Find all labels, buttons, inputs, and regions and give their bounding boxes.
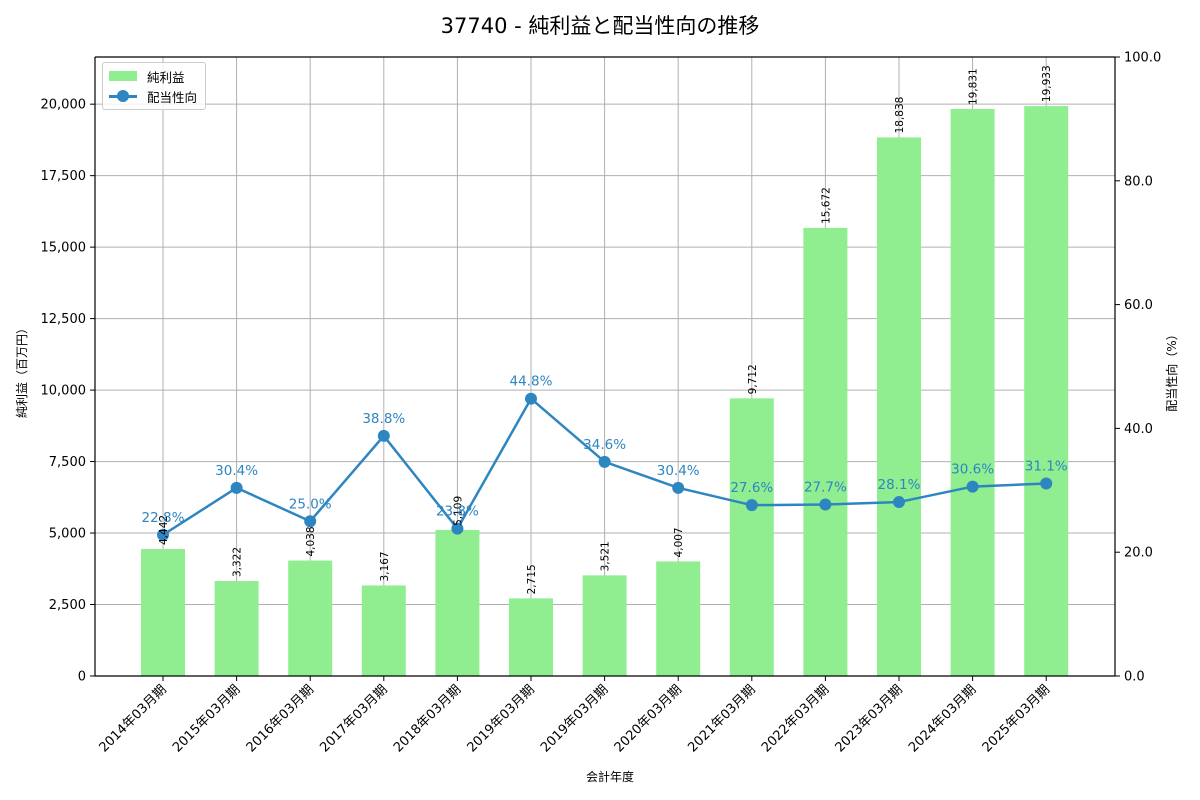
bar-value-label: 19,933 (1041, 65, 1053, 102)
right-tick-label: 100.0 (1124, 51, 1161, 66)
x-tick-label: 2019年03月期 (465, 682, 538, 755)
left-tick-label: 17,500 (41, 169, 87, 184)
line-marker (966, 480, 979, 493)
bar (656, 561, 701, 676)
line-marker (157, 528, 169, 541)
legend-label-payout-ratio: 配当性向 (147, 89, 198, 105)
x-tick-label: 2022年03月期 (759, 682, 832, 755)
payout-value-label: 27.7% (804, 480, 847, 496)
left-tick-label: 20,000 (41, 98, 87, 113)
payout-value-label: 22.8% (142, 510, 185, 526)
legend-item-payout-ratio: 配当性向 (109, 86, 197, 106)
bar (729, 398, 774, 676)
bar (509, 598, 553, 676)
right-tick-label: 0.0 (1124, 670, 1145, 685)
payout-value-label: 23.8% (436, 504, 479, 520)
x-tick-label: 2016年03月期 (244, 682, 317, 755)
legend-label-net-income: 純利益 (147, 69, 185, 85)
bar-value-label: 15,672 (820, 187, 832, 224)
bar (582, 575, 627, 676)
bar (877, 137, 921, 676)
line-series (157, 392, 1053, 541)
left-tick-label: 5,000 (49, 527, 86, 542)
line-marker (304, 515, 317, 528)
left-tick-label: 0 (78, 670, 86, 685)
bar-value-label: 4,442 (158, 515, 170, 545)
payout-value-label: 30.6% (951, 462, 994, 478)
bar-value-label: 5,109 (452, 496, 464, 526)
bar-value-label: 18,838 (894, 97, 906, 134)
x-tick-label: 2020年03月期 (612, 682, 685, 755)
line-marker (893, 496, 905, 509)
line-marker (377, 429, 390, 442)
legend: 純利益 配当性向 (102, 62, 207, 110)
line-marker (672, 481, 685, 494)
payout-value-label: 27.6% (730, 480, 773, 496)
bar (1024, 106, 1069, 677)
bar-swatch-icon (109, 71, 137, 81)
bar-value-label: 3,322 (232, 547, 244, 577)
payout-value-label: 25.0% (289, 496, 332, 512)
bar-value-label: 3,167 (379, 551, 391, 581)
payout-value-label: 38.8% (362, 411, 405, 427)
bar (361, 585, 406, 676)
left-tick-label: 2,500 (49, 598, 86, 613)
bar-value-label: 19,831 (968, 68, 980, 105)
line-marker (230, 481, 243, 494)
legend-item-net-income: 純利益 (109, 66, 197, 86)
bar (214, 581, 259, 676)
right-tick-label: 80.0 (1124, 174, 1153, 189)
right-tick-label: 20.0 (1124, 546, 1153, 561)
x-tick-label: 2023年03月期 (833, 682, 906, 755)
right-tick-label: 40.0 (1124, 422, 1153, 437)
data-labels: 4,442 3,322 4,038 3,167 5,109 2,715 3,521 4,007… (142, 65, 1068, 594)
x-tick-label: 2017年03月期 (317, 682, 390, 755)
bar-value-label: 2,715 (526, 564, 538, 594)
left-axis-title: 純利益（百万円） (15, 322, 29, 418)
bar (288, 560, 333, 676)
payout-value-label: 28.1% (878, 477, 921, 493)
right-tick-label: 60.0 (1124, 298, 1153, 313)
bar-value-label: 3,521 (600, 541, 612, 571)
x-tick-label: 2019年03月期 (538, 682, 611, 755)
x-tick-label: 2018年03月期 (391, 682, 464, 755)
payout-value-label: 30.4% (657, 463, 700, 479)
line-marker (451, 522, 464, 535)
payout-value-label: 34.6% (583, 437, 626, 453)
x-tick-label: 2021年03月期 (685, 682, 758, 755)
bar-value-label: 4,007 (673, 527, 685, 557)
line-marker (819, 498, 832, 511)
line-marker (745, 499, 758, 512)
left-tick-label: 7,500 (49, 455, 86, 470)
bar (141, 548, 185, 676)
chart-title: 37740 - 純利益と配当性向の推移 (440, 14, 760, 38)
line-marker (525, 392, 537, 405)
payout-value-label: 31.1% (1025, 458, 1068, 474)
x-tick-label: 2014年03月期 (97, 682, 170, 755)
left-tick-label: 10,000 (41, 384, 87, 399)
left-tick-label: 15,000 (41, 241, 87, 256)
x-axis-title: 会計年度 (586, 769, 634, 784)
line-marker (598, 455, 611, 468)
line-marker-icon (109, 90, 137, 102)
right-axis-title: 配当性向（%） (1164, 328, 1179, 411)
bar-value-label: 4,038 (305, 526, 317, 556)
x-tick-label: 2024年03月期 (906, 682, 979, 755)
x-tick-label: 2015年03月期 (170, 682, 243, 755)
bar (803, 227, 848, 676)
payout-value-label: 30.4% (215, 463, 258, 479)
bar-value-label: 9,712 (747, 364, 759, 394)
bar (435, 529, 480, 676)
payout-value-label: 44.8% (510, 374, 553, 390)
x-tick-label: 2025年03月期 (980, 682, 1053, 755)
line-marker (1040, 477, 1053, 490)
bar (950, 109, 995, 676)
left-tick-label: 12,500 (41, 312, 87, 327)
bar-series (141, 106, 1069, 677)
